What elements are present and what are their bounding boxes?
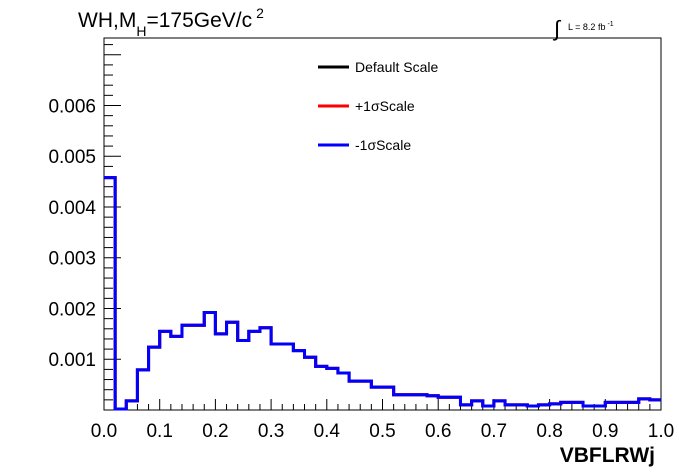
series-line-0: [104, 176, 661, 411]
title-prefix: WH,M: [78, 9, 136, 32]
legend: Default Scale +1σScale -1σScale: [318, 59, 438, 153]
y-tick-label: 0.006: [48, 96, 96, 117]
y-axis-ticks: 0.001 0.002 0.003 0.004 0.005 0.006: [48, 44, 121, 401]
title-subscript: H: [136, 23, 146, 39]
x-tick-label: 0.7: [481, 421, 507, 442]
y-tick-label: 0.003: [48, 249, 96, 270]
series-layer: [104, 176, 661, 411]
title-superscript: 2: [256, 5, 264, 21]
y-tick-label: 0.001: [48, 350, 96, 371]
y-tick-label: 0.002: [48, 299, 96, 320]
x-axis-ticks: 0.0 0.1 0.2 0.3 0.4 0.5 0.6 0.7 0.8 0.9 1.0: [91, 399, 674, 442]
legend-label-minus: -1σScale: [355, 137, 411, 153]
series-line-1: [104, 176, 661, 411]
x-tick-label: 0.4: [314, 421, 341, 442]
y-tick-label: 0.004: [48, 198, 96, 219]
x-axis-label: VBFLRWj: [560, 444, 655, 467]
title-middle: =175GeV/c: [146, 9, 252, 32]
plot-frame: [103, 37, 662, 411]
x-tick-label: 0.6: [425, 421, 451, 442]
series-line-2: [104, 176, 661, 411]
luminosity-text: L = 8.2 fb: [568, 22, 605, 32]
x-tick-label: 0.3: [258, 421, 284, 442]
legend-label-default: Default Scale: [355, 59, 438, 75]
x-tick-label: 1.0: [648, 421, 674, 442]
x-tick-label: 0.9: [592, 421, 618, 442]
x-tick-label: 0.1: [146, 421, 172, 442]
x-tick-label: 0.0: [91, 421, 117, 442]
y-tick-label: 0.005: [48, 147, 96, 168]
x-tick-label: 0.8: [536, 421, 562, 442]
integral-symbol: ∫: [552, 16, 562, 41]
chart-title: WH,MH=175GeV/c 2: [78, 5, 264, 39]
legend-label-plus: +1σScale: [355, 98, 415, 114]
x-tick-label: 0.5: [369, 421, 395, 442]
luminosity-label: L = 8.2 fb -1: [568, 21, 614, 32]
luminosity-superscript: -1: [607, 21, 613, 28]
x-tick-label: 0.2: [202, 421, 228, 442]
